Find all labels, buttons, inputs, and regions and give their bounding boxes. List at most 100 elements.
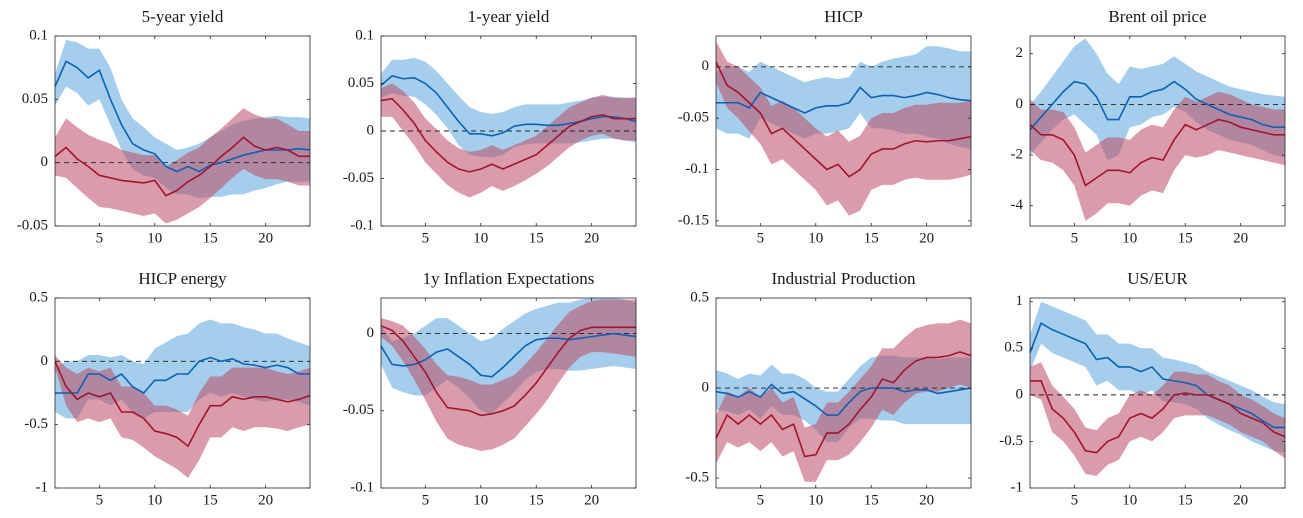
panel: HICP energy 5 10 15 20 -1 -0.5 0 0.5 xyxy=(24,269,311,508)
panel-title: HICP xyxy=(824,7,863,26)
irf-line xyxy=(716,383,971,416)
panel: Industrial Production 5 10 15 20 -0.5 0 0.5 xyxy=(685,269,972,508)
x-tick-label: 20 xyxy=(584,492,599,508)
y-tick-label: -1 xyxy=(36,479,49,495)
x-tick-label: 10 xyxy=(808,492,823,508)
irf-line xyxy=(381,75,636,137)
y-tick-label: -2 xyxy=(1011,147,1024,163)
axes-box xyxy=(1029,35,1286,227)
panel: Brent oil price 5 10 15 20 -4 -2 0 2 xyxy=(1011,7,1286,246)
x-tick-label: 5 xyxy=(422,492,430,508)
confidence-band xyxy=(381,299,636,451)
axes-box xyxy=(1029,297,1286,489)
confidence-band xyxy=(55,108,310,224)
panel: US/EUR 5 10 15 20 -1 -0.5 0 0.5 1 xyxy=(999,269,1286,508)
x-tick-label: 5 xyxy=(757,230,765,246)
x-tick-label: 10 xyxy=(1122,492,1137,508)
panel-title: 1y Inflation Expectations xyxy=(423,269,595,288)
y-tick-label: -0.05 xyxy=(17,217,48,233)
axes-box xyxy=(715,297,972,489)
y-tick-label: 0.1 xyxy=(29,27,48,43)
x-tick-label: 20 xyxy=(1233,492,1248,508)
irf-line xyxy=(716,86,971,114)
panel-title: Industrial Production xyxy=(771,269,916,288)
irf-line xyxy=(55,136,310,197)
irf-line xyxy=(381,332,636,378)
irf-line xyxy=(1030,118,1285,187)
y-tick-label: -0.15 xyxy=(678,212,709,228)
irf-line xyxy=(381,325,636,417)
x-tick-label: 15 xyxy=(529,492,544,508)
plot-area xyxy=(55,39,310,224)
panel-title: HICP energy xyxy=(138,269,227,288)
y-tick-label: -0.05 xyxy=(678,110,709,126)
irf-line xyxy=(716,351,971,458)
y-tick-label: 0 xyxy=(1016,386,1024,402)
x-tick-label: 10 xyxy=(473,230,488,246)
plot-area xyxy=(381,57,636,198)
y-tick-label: 0 xyxy=(367,122,375,138)
x-tick-label: 10 xyxy=(147,230,162,246)
x-tick-label: 10 xyxy=(808,230,823,246)
x-tick-label: 5 xyxy=(96,230,104,246)
x-tick-label: 5 xyxy=(1071,492,1079,508)
plot-area xyxy=(716,319,971,482)
y-tick-label: 0.05 xyxy=(22,91,48,107)
x-tick-label: 20 xyxy=(584,230,599,246)
panel-title: 1-year yield xyxy=(468,7,550,26)
confidence-band xyxy=(381,83,636,198)
x-tick-label: 10 xyxy=(147,492,162,508)
x-tick-label: 5 xyxy=(422,230,430,246)
y-tick-label: 0.1 xyxy=(355,27,374,43)
x-tick-label: 15 xyxy=(1178,230,1193,246)
panel-title: Brent oil price xyxy=(1108,7,1206,26)
irf-line xyxy=(55,356,310,395)
x-tick-label: 15 xyxy=(203,492,218,508)
axes-box xyxy=(715,35,972,227)
y-tick-label: 0 xyxy=(702,58,710,74)
x-tick-label: 20 xyxy=(258,230,273,246)
panel-title: 5-year yield xyxy=(142,7,224,26)
x-tick-label: 20 xyxy=(1233,230,1248,246)
y-tick-label: 0 xyxy=(702,379,710,395)
y-tick-label: 0 xyxy=(1016,96,1024,112)
confidence-band xyxy=(716,41,971,216)
x-tick-label: 15 xyxy=(864,230,879,246)
x-tick-label: 5 xyxy=(1071,230,1079,246)
x-tick-label: 5 xyxy=(96,492,104,508)
y-tick-label: -1 xyxy=(1011,479,1024,495)
y-tick-label: 0 xyxy=(41,154,49,170)
x-tick-label: 15 xyxy=(1178,492,1193,508)
panel-title: US/EUR xyxy=(1127,269,1188,288)
x-tick-label: 10 xyxy=(473,492,488,508)
axes-box xyxy=(54,35,311,227)
x-tick-label: 20 xyxy=(258,492,273,508)
irf-line xyxy=(55,361,310,448)
y-tick-label: 0 xyxy=(367,325,375,341)
plot-area xyxy=(55,319,310,478)
y-tick-label: 1 xyxy=(1016,293,1024,309)
panel: 1y Inflation Expectations 5 10 15 20 -0.1 -0.0… xyxy=(343,269,637,508)
axes-box xyxy=(54,297,311,489)
irf-line xyxy=(716,61,971,178)
y-tick-label: -0.5 xyxy=(685,470,709,486)
y-tick-label: -0.1 xyxy=(350,479,374,495)
y-tick-label: 0.5 xyxy=(690,289,709,305)
y-tick-label: -0.5 xyxy=(24,416,48,432)
irf-line xyxy=(381,97,636,173)
panel: 5-year yield 5 10 15 20 -0.05 0 0.05 0.1 xyxy=(17,7,311,246)
y-tick-label: -0.05 xyxy=(343,170,374,186)
plot-area xyxy=(1030,301,1285,476)
y-tick-label: 0.5 xyxy=(1004,340,1023,356)
confidence-band xyxy=(716,319,971,482)
x-tick-label: 20 xyxy=(919,230,934,246)
x-tick-label: 20 xyxy=(919,492,934,508)
y-tick-label: -0.1 xyxy=(350,217,374,233)
confidence-band xyxy=(1030,362,1285,476)
y-tick-label: -4 xyxy=(1011,197,1024,213)
y-tick-label: -0.5 xyxy=(999,433,1023,449)
plot-area xyxy=(716,41,971,216)
plot-area xyxy=(381,298,636,451)
y-tick-label: 0 xyxy=(41,353,49,369)
